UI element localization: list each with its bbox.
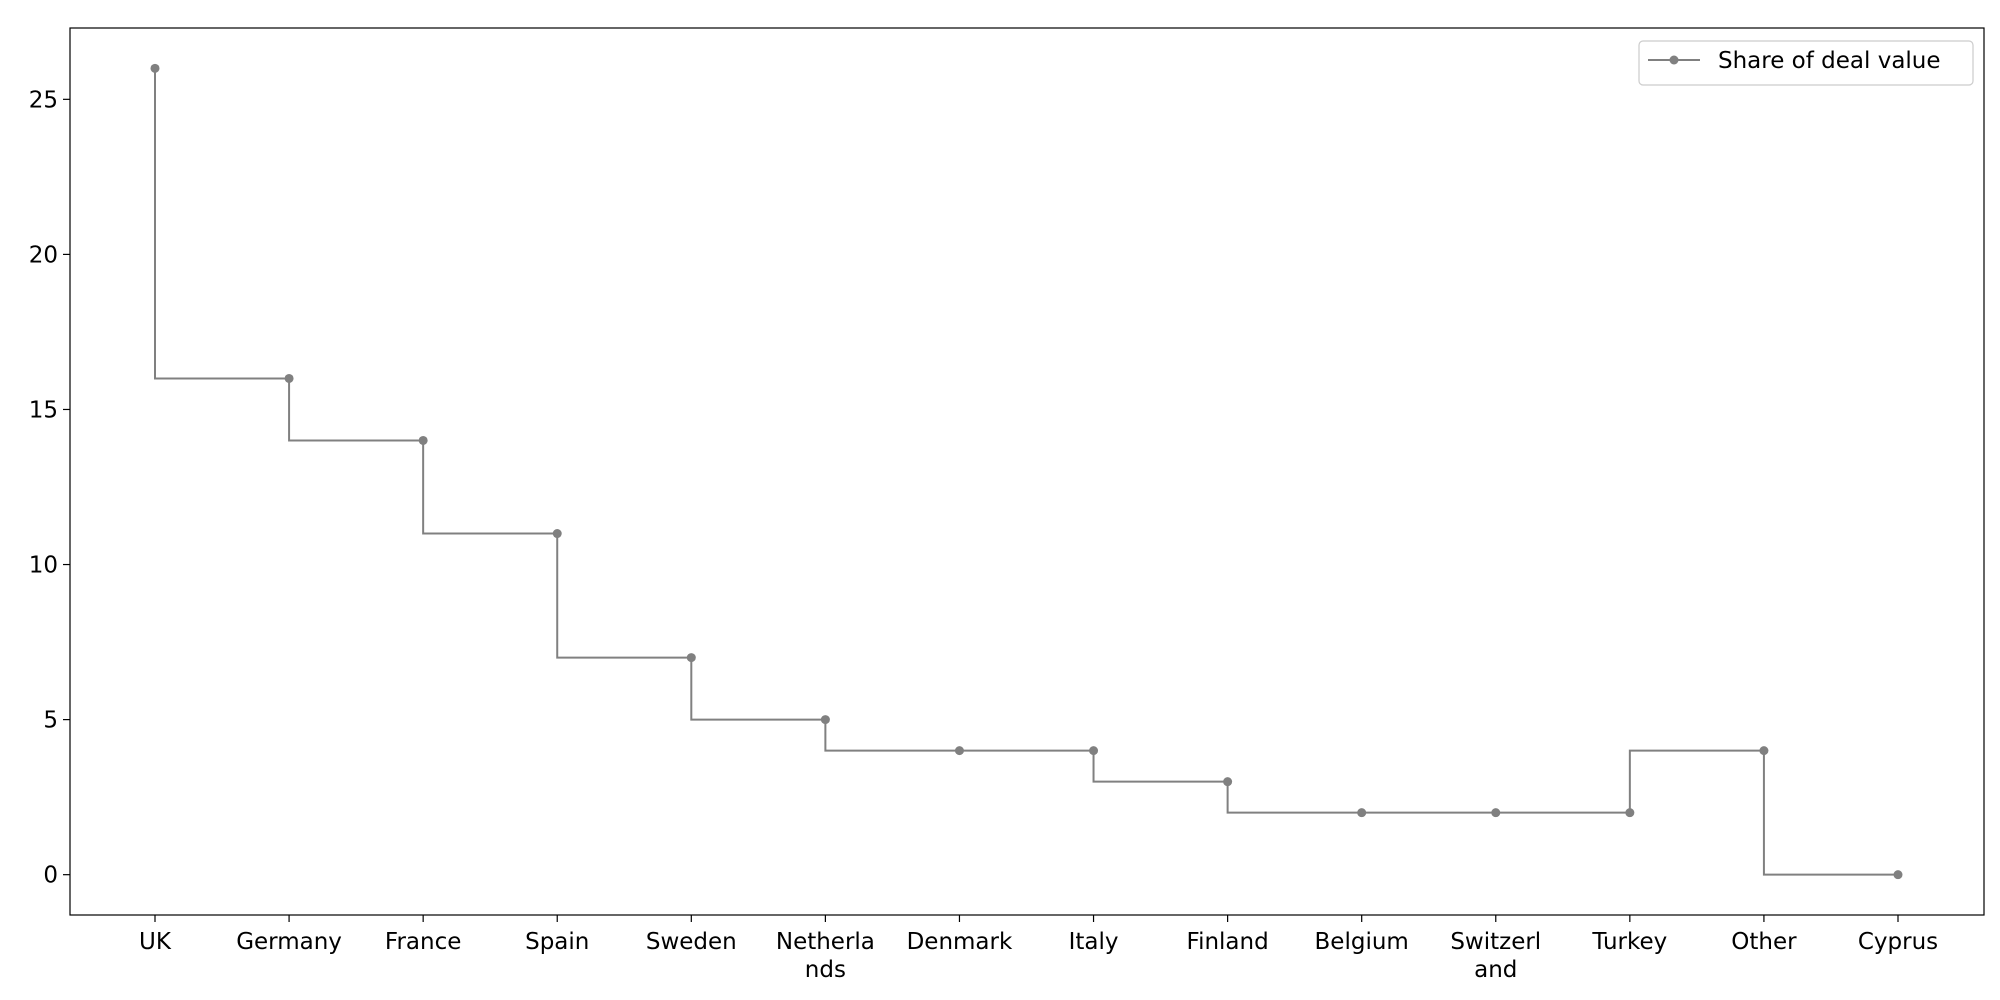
- x-tick-label: Netherla nds: [776, 929, 875, 983]
- data-point: [1223, 777, 1233, 787]
- data-point: [552, 529, 562, 539]
- series-layer: [150, 63, 1903, 880]
- data-point: [1893, 870, 1903, 880]
- x-axis: UK Germany France Spain Sweden Netherla nds Den…: [139, 915, 1938, 983]
- series-line: [154, 68, 1898, 876]
- data-point: [1759, 746, 1769, 756]
- x-tick-label-line: UK: [139, 929, 172, 955]
- x-tick-label-line: Italy: [1069, 929, 1119, 955]
- y-axis: 0 5 10 15 20 25: [29, 87, 70, 889]
- x-tick-label-line: Sweden: [646, 929, 737, 955]
- x-tick-label-line: Turkey: [1591, 929, 1667, 955]
- x-tick-label: Germany: [236, 929, 342, 955]
- x-tick-label: Spain: [525, 929, 589, 955]
- x-tick-label-line: Belgium: [1315, 929, 1409, 955]
- x-tick-label: Finland: [1187, 929, 1269, 955]
- x-tick-label: Sweden: [646, 929, 737, 955]
- data-point: [284, 373, 294, 383]
- x-tick-label: Turkey: [1591, 929, 1667, 955]
- x-tick-label: Other: [1731, 929, 1797, 955]
- plot-frame: [69, 27, 1985, 916]
- data-point: [1089, 746, 1099, 756]
- x-tick-label-line: Cyprus: [1858, 929, 1938, 955]
- data-point: [1625, 808, 1635, 818]
- x-tick-label-line: Denmark: [907, 929, 1013, 955]
- x-tick-label-line: and: [1474, 957, 1517, 983]
- legend: Share of deal value: [1638, 40, 1974, 86]
- x-tick-label: France: [385, 929, 461, 955]
- data-point: [418, 435, 428, 445]
- x-tick-label: Italy: [1069, 929, 1119, 955]
- x-tick-label-line: Netherla: [776, 929, 875, 955]
- y-tick-label: 15: [29, 397, 58, 423]
- data-point: [1491, 808, 1501, 818]
- x-tick-label-line: France: [385, 929, 461, 955]
- legend-box: [1638, 40, 1974, 86]
- x-tick-label-line: Germany: [236, 929, 342, 955]
- legend-label: Share of deal value: [1718, 48, 1941, 74]
- x-tick-label-line: Switzerl: [1450, 929, 1541, 955]
- data-point: [686, 653, 696, 663]
- y-tick-label: 0: [43, 863, 58, 889]
- x-tick-label-line: Other: [1731, 929, 1797, 955]
- y-tick-label: 20: [29, 242, 58, 268]
- x-tick-label-line: nds: [805, 957, 846, 983]
- data-point: [1357, 808, 1367, 818]
- x-tick-label: Denmark: [907, 929, 1013, 955]
- x-tick-label: Belgium: [1315, 929, 1409, 955]
- x-tick-label-line: Spain: [525, 929, 589, 955]
- data-point: [954, 746, 964, 756]
- data-point: [820, 715, 830, 725]
- x-tick-label-line: Finland: [1187, 929, 1269, 955]
- data-point: [150, 63, 160, 73]
- y-tick-label: 5: [43, 708, 58, 734]
- y-tick-label: 25: [29, 87, 58, 113]
- x-tick-label: Switzerl and: [1450, 929, 1541, 983]
- x-tick-label: UK: [139, 929, 172, 955]
- legend-marker: [1669, 55, 1679, 65]
- x-tick-label: Cyprus: [1858, 929, 1938, 955]
- y-tick-label: 10: [29, 553, 58, 579]
